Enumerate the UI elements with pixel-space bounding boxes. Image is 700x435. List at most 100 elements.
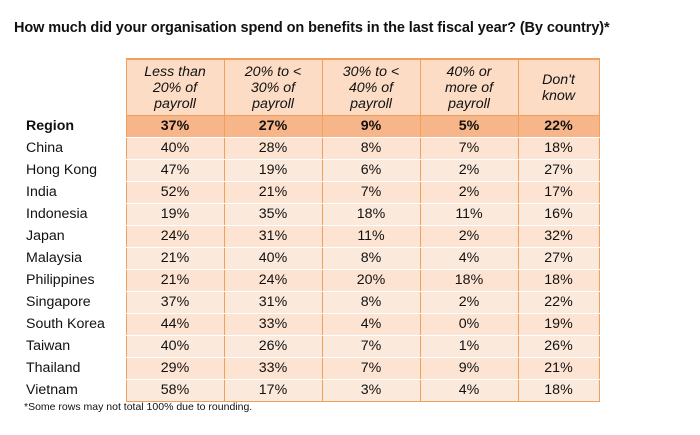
- value-cell: 2%: [419, 291, 519, 314]
- value-cell: 1%: [419, 335, 519, 358]
- value-cell: 21%: [125, 247, 225, 270]
- value-cell: 4%: [321, 313, 421, 336]
- value-cell: 58%: [125, 379, 225, 402]
- value-cell: 11%: [419, 203, 519, 226]
- value-cell: 22%: [517, 115, 600, 138]
- chart-title: How much did your organisation spend on …: [14, 20, 610, 36]
- corner-cell: [23, 59, 126, 116]
- column-header-line: payroll: [154, 95, 196, 112]
- value-cell: 7%: [321, 181, 421, 204]
- value-cell: 0%: [419, 313, 519, 336]
- table-row: Vietnam 58% 17% 3% 4% 18%: [23, 379, 600, 402]
- value-cell: 28%: [223, 137, 323, 160]
- value-cell: 32%: [517, 225, 600, 248]
- value-cell: 19%: [223, 159, 323, 182]
- column-header: 40% or more of payroll: [419, 58, 519, 116]
- value-cell: 6%: [321, 159, 421, 182]
- value-cell: 18%: [517, 269, 600, 292]
- value-cell: 9%: [419, 357, 519, 380]
- value-cell: 18%: [321, 203, 421, 226]
- value-cell: 29%: [125, 357, 225, 380]
- row-label: Vietnam: [23, 379, 126, 402]
- value-cell: 8%: [321, 291, 421, 314]
- row-label: Region: [23, 115, 126, 138]
- value-cell: 2%: [419, 225, 519, 248]
- value-cell: 18%: [517, 379, 600, 402]
- value-cell: 9%: [321, 115, 421, 138]
- row-label: Philippines: [23, 269, 126, 292]
- value-cell: 31%: [223, 291, 323, 314]
- value-cell: 22%: [517, 291, 600, 314]
- row-label: South Korea: [23, 313, 126, 336]
- data-table: Less than 20% of payroll 20% to < 30% of…: [23, 58, 600, 402]
- header-row: Less than 20% of payroll 20% to < 30% of…: [23, 58, 600, 116]
- value-cell: 18%: [517, 137, 600, 160]
- column-header-line: 40% or: [446, 63, 492, 80]
- column-header: Don't know: [517, 58, 600, 116]
- row-label: Singapore: [23, 291, 126, 314]
- value-cell: 44%: [125, 313, 225, 336]
- value-cell: 40%: [125, 335, 225, 358]
- column-header-line: Less than: [144, 63, 206, 80]
- value-cell: 26%: [517, 335, 600, 358]
- row-label: Japan: [23, 225, 126, 248]
- column-header: Less than 20% of payroll: [125, 58, 225, 116]
- column-header-line: 30% of: [250, 79, 296, 96]
- value-cell: 37%: [125, 115, 225, 138]
- value-cell: 47%: [125, 159, 225, 182]
- value-cell: 7%: [419, 137, 519, 160]
- table-row: Malaysia 21% 40% 8% 4% 27%: [23, 247, 600, 270]
- value-cell: 3%: [321, 379, 421, 402]
- table-body: Region 37% 27% 9% 5% 22% China 40% 28% 8% 7% 18% Hon…: [23, 115, 600, 402]
- value-cell: 31%: [223, 225, 323, 248]
- value-cell: 19%: [125, 203, 225, 226]
- table-row: Thailand 29% 33% 7% 9% 21%: [23, 357, 600, 380]
- value-cell: 18%: [419, 269, 519, 292]
- column-header-line: 20% of: [152, 79, 198, 96]
- value-cell: 33%: [223, 357, 323, 380]
- value-cell: 7%: [321, 335, 421, 358]
- table-row: Taiwan 40% 26% 7% 1% 26%: [23, 335, 600, 358]
- value-cell: 5%: [419, 115, 519, 138]
- footnote: *Some rows may not total 100% due to rou…: [24, 401, 253, 413]
- value-cell: 40%: [223, 247, 323, 270]
- table-row: India 52% 21% 7% 2% 17%: [23, 181, 600, 204]
- table-row: Indonesia 19% 35% 18% 11% 16%: [23, 203, 600, 226]
- column-header-line: 20% to <: [244, 63, 302, 80]
- row-label: China: [23, 137, 126, 160]
- value-cell: 33%: [223, 313, 323, 336]
- value-cell: 17%: [223, 379, 323, 402]
- table-row: Philippines 21% 24% 20% 18% 18%: [23, 269, 600, 292]
- value-cell: 21%: [223, 181, 323, 204]
- table-row: China 40% 28% 8% 7% 18%: [23, 137, 600, 160]
- column-header: 20% to < 30% of payroll: [223, 58, 323, 116]
- value-cell: 27%: [223, 115, 323, 138]
- column-header-line: 40% of: [348, 79, 394, 96]
- value-cell: 52%: [125, 181, 225, 204]
- column-header-line: payroll: [252, 95, 294, 112]
- value-cell: 11%: [321, 225, 421, 248]
- value-cell: 20%: [321, 269, 421, 292]
- value-cell: 21%: [125, 269, 225, 292]
- row-label: India: [23, 181, 126, 204]
- row-label: Indonesia: [23, 203, 126, 226]
- value-cell: 8%: [321, 137, 421, 160]
- value-cell: 21%: [517, 357, 600, 380]
- value-cell: 37%: [125, 291, 225, 314]
- column-header-line: payroll: [448, 95, 490, 112]
- value-cell: 24%: [223, 269, 323, 292]
- row-label: Malaysia: [23, 247, 126, 270]
- value-cell: 35%: [223, 203, 323, 226]
- row-label: Thailand: [23, 357, 126, 380]
- value-cell: 24%: [125, 225, 225, 248]
- value-cell: 2%: [419, 181, 519, 204]
- table-row: Hong Kong 47% 19% 6% 2% 27%: [23, 159, 600, 182]
- column-header-line: Don't: [542, 71, 575, 88]
- row-label: Hong Kong: [23, 159, 126, 182]
- table-row: Japan 24% 31% 11% 2% 32%: [23, 225, 600, 248]
- value-cell: 19%: [517, 313, 600, 336]
- value-cell: 27%: [517, 159, 600, 182]
- column-header: 30% to < 40% of payroll: [321, 58, 421, 116]
- column-header-line: 30% to <: [342, 63, 400, 80]
- row-label: Taiwan: [23, 335, 126, 358]
